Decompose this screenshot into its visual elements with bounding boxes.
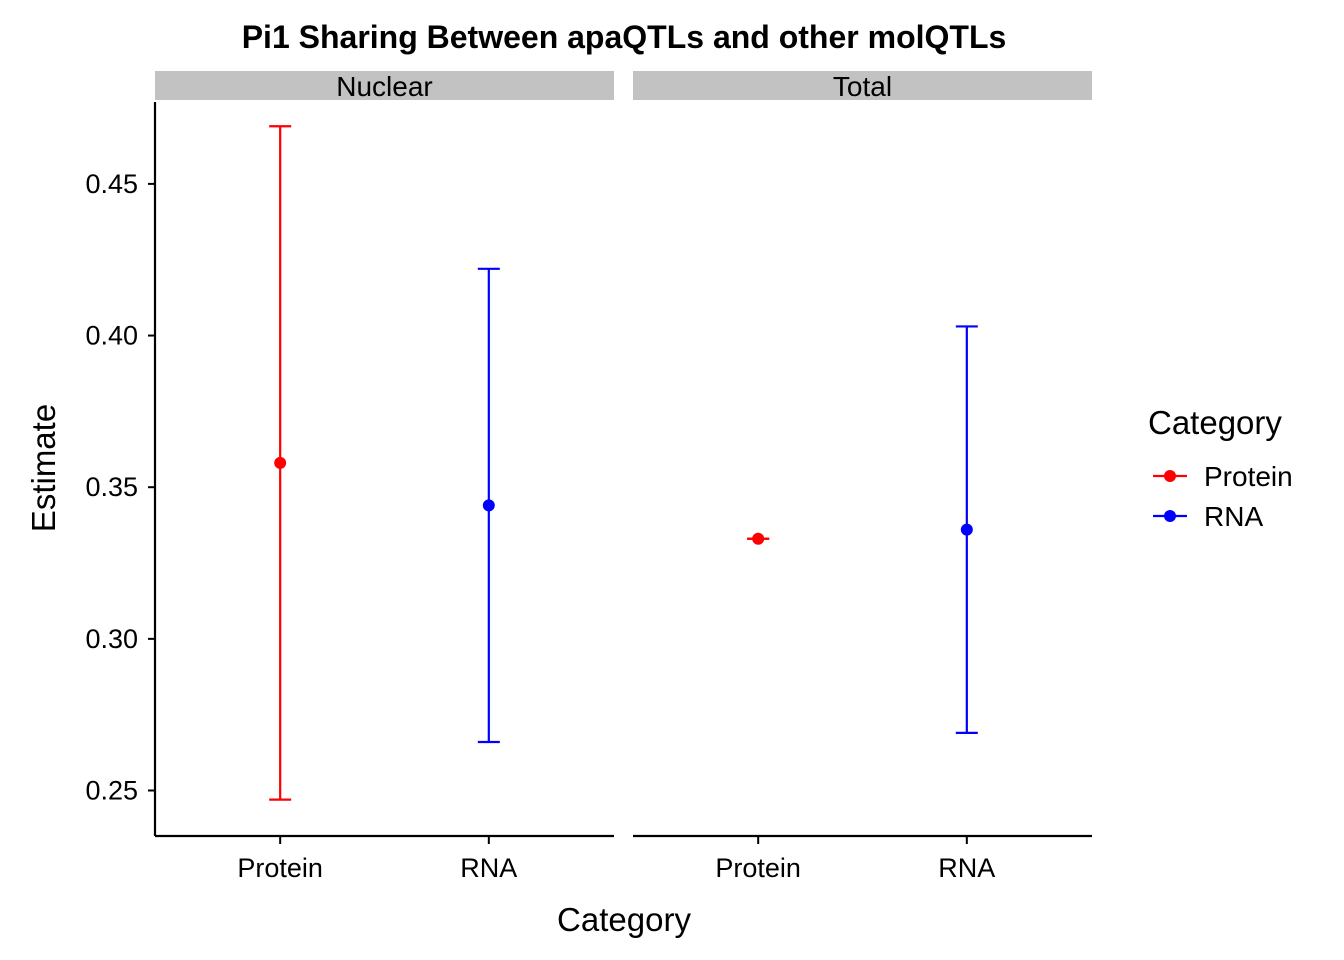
x-axis-title: Category xyxy=(557,901,691,938)
errorbar-rna xyxy=(955,325,978,734)
facet-strip-label: Nuclear xyxy=(336,71,432,102)
facet-strip-label: Total xyxy=(833,71,892,102)
estimate-point xyxy=(274,456,287,469)
y-tick-label: 0.25 xyxy=(85,776,138,806)
estimate-point xyxy=(482,499,495,512)
y-axis: 0.25 0.30 0.35 0.40 0.45 xyxy=(85,102,157,836)
legend-key-point xyxy=(1164,510,1176,522)
x-tick-label: Protein xyxy=(715,853,801,883)
legend-title: Category xyxy=(1148,404,1282,441)
facet-strip xyxy=(155,71,614,100)
facet-strip xyxy=(633,71,1092,100)
legend: Category Protein RNA xyxy=(1148,404,1293,532)
errorbar-rna xyxy=(477,267,500,744)
y-tick-label: 0.30 xyxy=(85,624,138,654)
legend-key-point xyxy=(1164,470,1176,482)
x-tick-label: Protein xyxy=(237,853,323,883)
estimate-point xyxy=(960,523,973,536)
facet-panels: Nuclear Protein RNA Total Protein RNA xyxy=(155,71,1092,883)
legend-item-rna: RNA xyxy=(1153,501,1263,532)
y-tick-label: 0.35 xyxy=(85,472,138,502)
errorbar-protein xyxy=(269,125,292,801)
facet-panel-total: Total Protein RNA xyxy=(633,71,1092,883)
chart-title: Pi1 Sharing Between apaQTLs and other mo… xyxy=(242,19,1007,55)
errorbar-protein xyxy=(747,532,770,545)
y-tick-label: 0.45 xyxy=(85,169,138,199)
legend-item-protein: Protein xyxy=(1153,461,1293,492)
x-tick-label: RNA xyxy=(938,853,995,883)
y-tick-label: 0.40 xyxy=(85,321,138,351)
estimate-point xyxy=(752,532,765,545)
x-tick-label: RNA xyxy=(460,853,517,883)
facet-panel-nuclear: Nuclear Protein RNA xyxy=(155,71,614,883)
legend-label: RNA xyxy=(1204,501,1263,532)
y-axis-title: Estimate xyxy=(25,404,62,532)
legend-label: Protein xyxy=(1204,461,1293,492)
